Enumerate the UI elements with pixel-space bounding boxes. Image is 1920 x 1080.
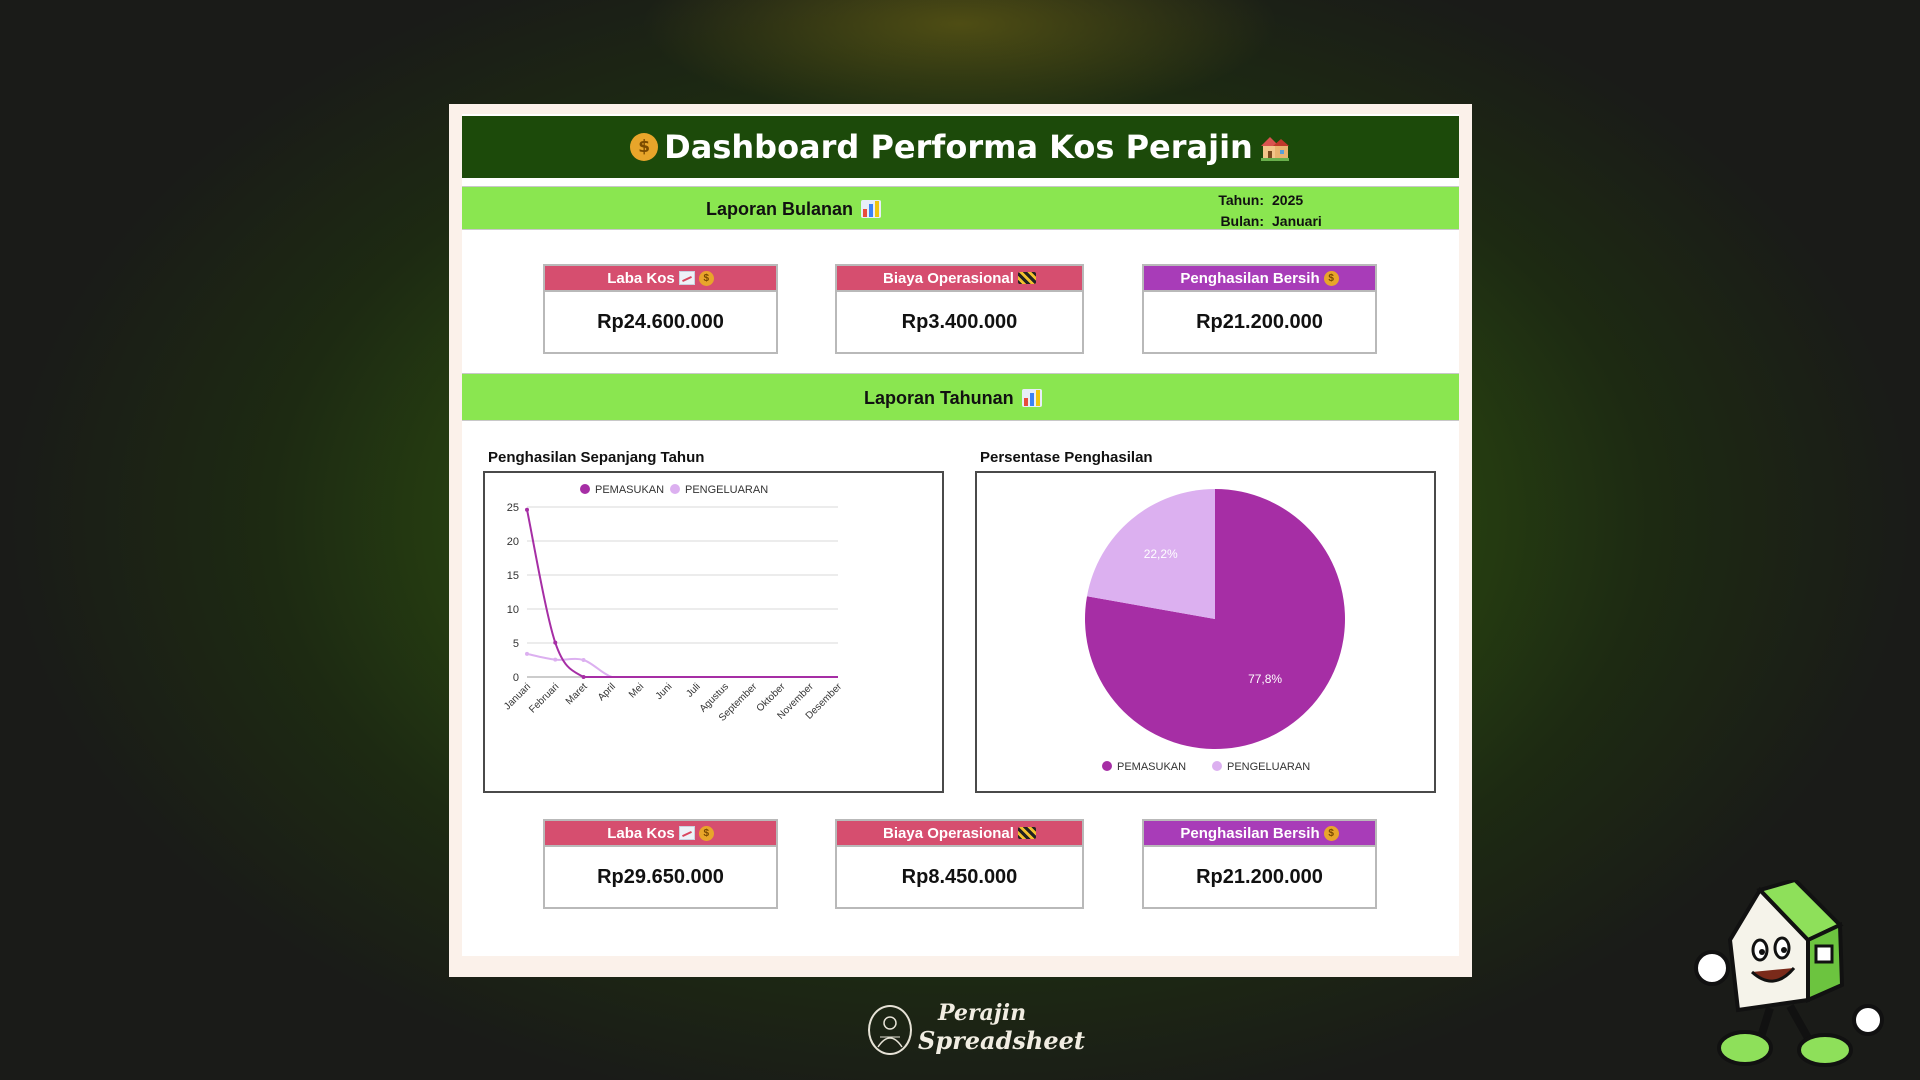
yearly-penghasilan-bersih-card: Penghasilan Bersih $ Rp21.200.000 [1142,819,1377,909]
data-point [553,640,558,645]
monthly-biaya-operasional-card: Biaya Operasional Rp3.400.000 [835,264,1084,354]
card-value: Rp21.200.000 [1196,865,1323,888]
money-bag-icon: $ [1323,825,1339,841]
pie-chart-legend: PEMASUKAN PENGELUARAN [1102,761,1310,773]
dashboard-title-bar: $ Dashboard Performa Kos Perajin [462,116,1459,178]
line-chart-legend: PEMASUKAN PENGELUARAN [580,484,768,496]
x-tick-label: Februari [527,681,561,715]
card-value: Rp24.600.000 [597,310,724,333]
card-label: Laba Kos [607,269,675,287]
yearly-section-bar: Laporan Tahunan [462,373,1459,421]
construction-barrier-icon [1017,272,1036,284]
pie-chart-title: Persentase Penghasilan [980,449,1153,466]
yearly-section-title: Laporan Tahunan [864,374,1042,422]
brand-line-2: Spreadsheet [918,1026,1085,1055]
y-tick-label: 15 [507,570,519,582]
monthly-section-bar: Laporan Bulanan Tahun: 2025 Bulan: Janua… [462,186,1459,230]
data-point [581,675,586,679]
pie-slice-label: 77,8% [1248,672,1282,686]
pie-chart: 77,8% 22,2% PEMASUKAN PENGELUARAN [1085,489,1345,773]
houses-icon [1259,132,1291,162]
brand-logo: Perajin Spreadsheet [868,1000,1085,1060]
chart-increasing-icon [678,826,695,840]
card-label: Biaya Operasional [883,824,1014,842]
pie-slice-label: 22,2% [1144,547,1178,561]
card-header: Penghasilan Bersih $ [1144,821,1375,847]
line-chart: PEMASUKAN PENGELUARAN0510152025JanuariFeb… [502,484,845,724]
monthly-penghasilan-bersih-card: Penghasilan Bersih $ Rp21.200.000 [1142,264,1377,354]
x-tick-label: Juli [684,681,702,699]
legend-label: PENGELUARAN [1227,761,1310,773]
monthly-section-title: Laporan Bulanan [706,187,882,231]
series-line-pemasukan [526,509,838,678]
month-value[interactable]: Januari [1272,213,1322,229]
card-header: Laba Kos $ [545,821,776,847]
construction-barrier-icon [1017,827,1036,839]
dashboard-title: Dashboard Performa Kos Perajin [664,128,1253,166]
brand-line-1: Perajin [938,1000,1027,1026]
money-bag-icon: $ [698,270,714,286]
data-point [525,507,529,512]
legend-label: PEMASUKAN [595,484,664,496]
data-point [553,657,558,662]
y-tick-label: 20 [507,536,519,548]
monthly-title-text: Laporan Bulanan [706,198,854,219]
card-label: Biaya Operasional [883,269,1014,287]
year-label: Tahun: [1218,192,1264,208]
bar-chart-icon [861,200,882,218]
year-value[interactable]: 2025 [1272,192,1304,208]
y-tick-label: 10 [507,604,519,616]
card-header: Laba Kos $ [545,266,776,292]
monthly-laba-kos-card: Laba Kos $ Rp24.600.000 [543,264,778,354]
chart-increasing-icon [678,271,695,285]
x-tick-label: Mei [627,681,646,700]
y-tick-label: 5 [513,638,519,650]
y-tick-label: 0 [513,672,519,684]
card-header: Biaya Operasional [837,821,1082,847]
pie-chart-box: 77,8% 22,2% PEMASUKAN PENGELUARAN [975,471,1436,793]
yearly-laba-kos-card: Laba Kos $ Rp29.650.000 [543,819,778,909]
legend-label: PENGELUARAN [685,484,768,496]
money-bag-icon: $ [698,825,714,841]
series-line-pengeluaran [526,652,838,678]
dashboard-sheet: $ Dashboard Performa Kos Perajin Laporan… [449,104,1472,977]
x-tick-label: Juni [654,681,675,702]
card-label: Laba Kos [607,824,675,842]
card-label: Penghasilan Bersih [1180,824,1320,842]
period-selector: Tahun: 2025 Bulan: Januari [1209,190,1322,232]
data-point [581,658,586,662]
legend-marker [1102,761,1112,771]
brand-emblem [868,1005,912,1055]
bar-chart-icon [1021,389,1042,407]
x-tick-label: Maret [564,681,590,707]
legend-marker [1212,761,1222,771]
dashboard-content: $ Dashboard Performa Kos Perajin Laporan… [462,114,1459,956]
background-glow [640,0,1280,120]
legend-label: PEMASUKAN [1117,761,1186,773]
card-header: Penghasilan Bersih $ [1144,266,1375,292]
card-value: Rp8.450.000 [901,865,1018,888]
yearly-title-text: Laporan Tahunan [864,387,1014,408]
money-bag-icon: $ [1323,270,1339,286]
data-point [525,651,529,656]
month-label: Bulan: [1220,213,1264,229]
legend-marker [580,484,590,494]
x-tick-label: April [596,681,618,703]
card-label: Penghasilan Bersih [1180,269,1320,287]
legend-marker [670,484,680,494]
card-value: Rp29.650.000 [597,865,724,888]
line-chart-title: Penghasilan Sepanjang Tahun [488,449,705,466]
y-tick-label: 25 [507,502,519,514]
card-value: Rp21.200.000 [1196,310,1323,333]
yearly-biaya-operasional-card: Biaya Operasional Rp8.450.000 [835,819,1084,909]
house-mascot-illustration [1694,880,1884,1067]
pie-slice-pengeluaran [1087,489,1215,619]
line-chart-box: PEMASUKAN PENGELUARAN 0 5 10 15 20 25 Januari Feb… [483,471,944,793]
card-value: Rp3.400.000 [901,310,1018,333]
card-header: Biaya Operasional [837,266,1082,292]
money-bag-icon: $ [630,133,659,161]
